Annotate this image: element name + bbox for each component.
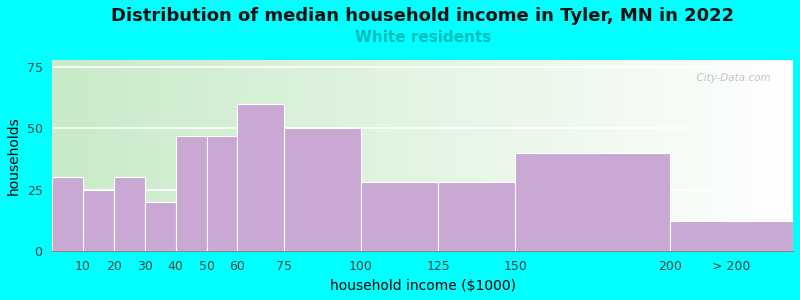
- Bar: [515, 153, 670, 251]
- Text: White residents: White residents: [354, 30, 490, 45]
- Y-axis label: households: households: [7, 116, 21, 195]
- Bar: [176, 136, 206, 251]
- Bar: [238, 104, 284, 251]
- Bar: [83, 190, 114, 251]
- X-axis label: household income ($1000): household income ($1000): [330, 279, 516, 293]
- Bar: [114, 177, 145, 251]
- Bar: [145, 202, 176, 251]
- Bar: [670, 221, 793, 251]
- Bar: [361, 182, 438, 251]
- Bar: [206, 136, 238, 251]
- Bar: [438, 182, 515, 251]
- Bar: [52, 177, 83, 251]
- Text: City-Data.com: City-Data.com: [690, 73, 771, 83]
- Bar: [284, 128, 361, 251]
- Title: Distribution of median household income in Tyler, MN in 2022: Distribution of median household income …: [111, 7, 734, 25]
